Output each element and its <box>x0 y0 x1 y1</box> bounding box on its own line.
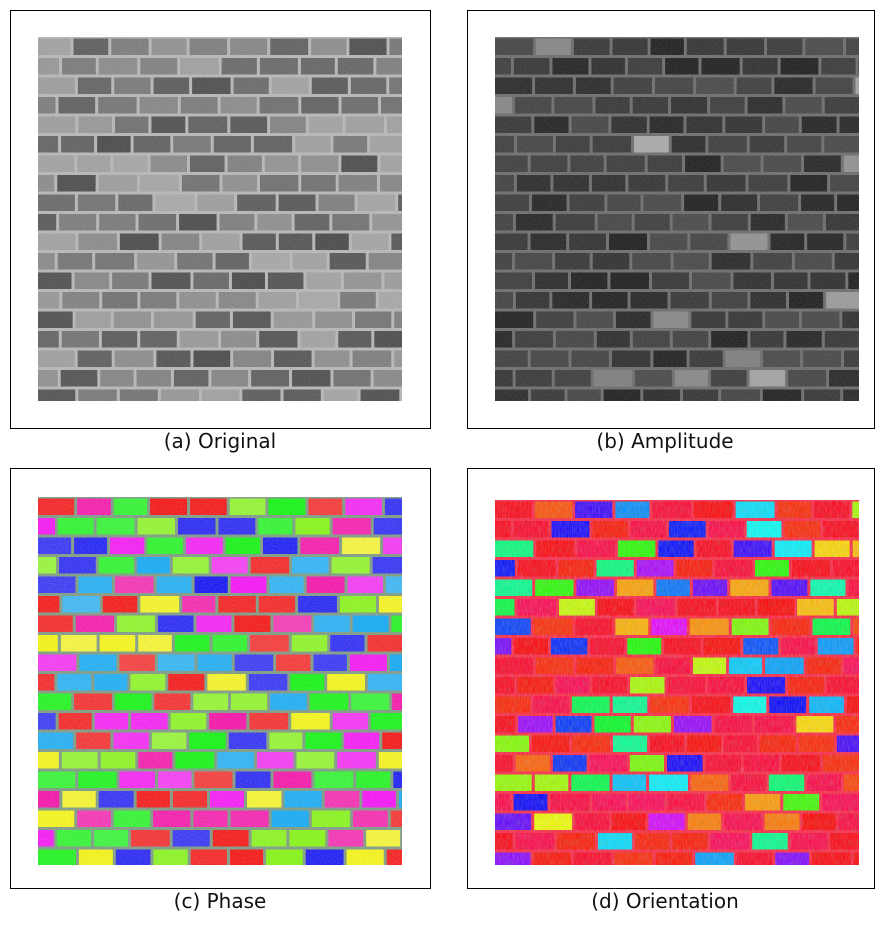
caption: (c) Phase <box>10 889 430 913</box>
panel-image <box>495 500 859 865</box>
caption: (a) Original <box>10 429 430 453</box>
texture <box>495 37 859 401</box>
texture <box>38 497 402 865</box>
caption: (b) Amplitude <box>455 429 875 453</box>
caption: (d) Orientation <box>455 889 875 913</box>
texture <box>38 37 402 401</box>
texture <box>495 500 859 865</box>
figure: {"panels": [{"caption": "(a) Original"},… <box>0 0 875 927</box>
panel-image <box>495 37 859 401</box>
panel-image <box>38 37 402 401</box>
panel-image <box>38 497 402 865</box>
